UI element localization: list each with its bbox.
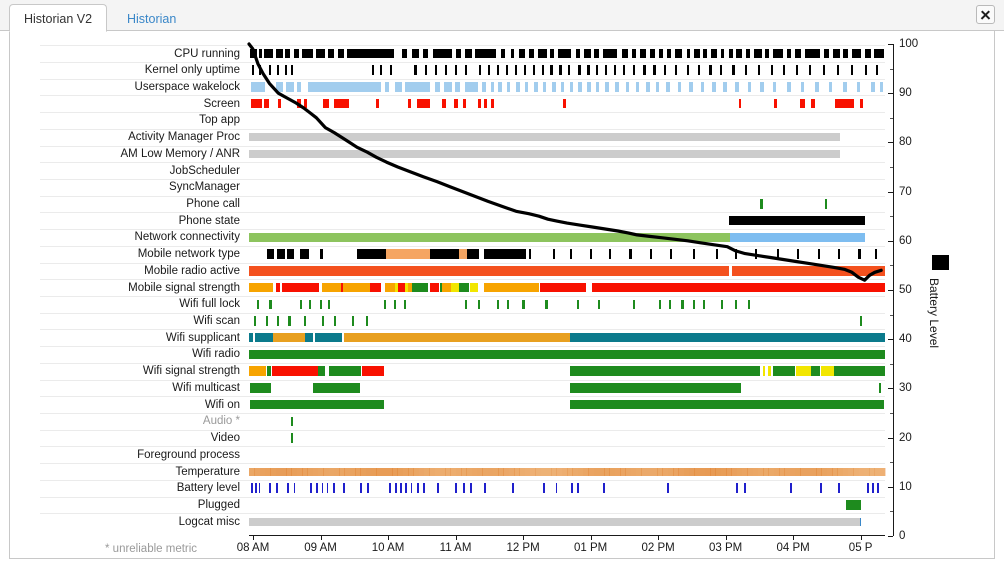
tab-bar: Historian V2 Historian — [0, 0, 1004, 32]
tab-historian[interactable]: Historian — [127, 12, 177, 26]
close-icon[interactable] — [976, 5, 995, 24]
tab-historian-v2[interactable]: Historian V2 — [9, 4, 108, 32]
historian-panel — [9, 31, 995, 559]
